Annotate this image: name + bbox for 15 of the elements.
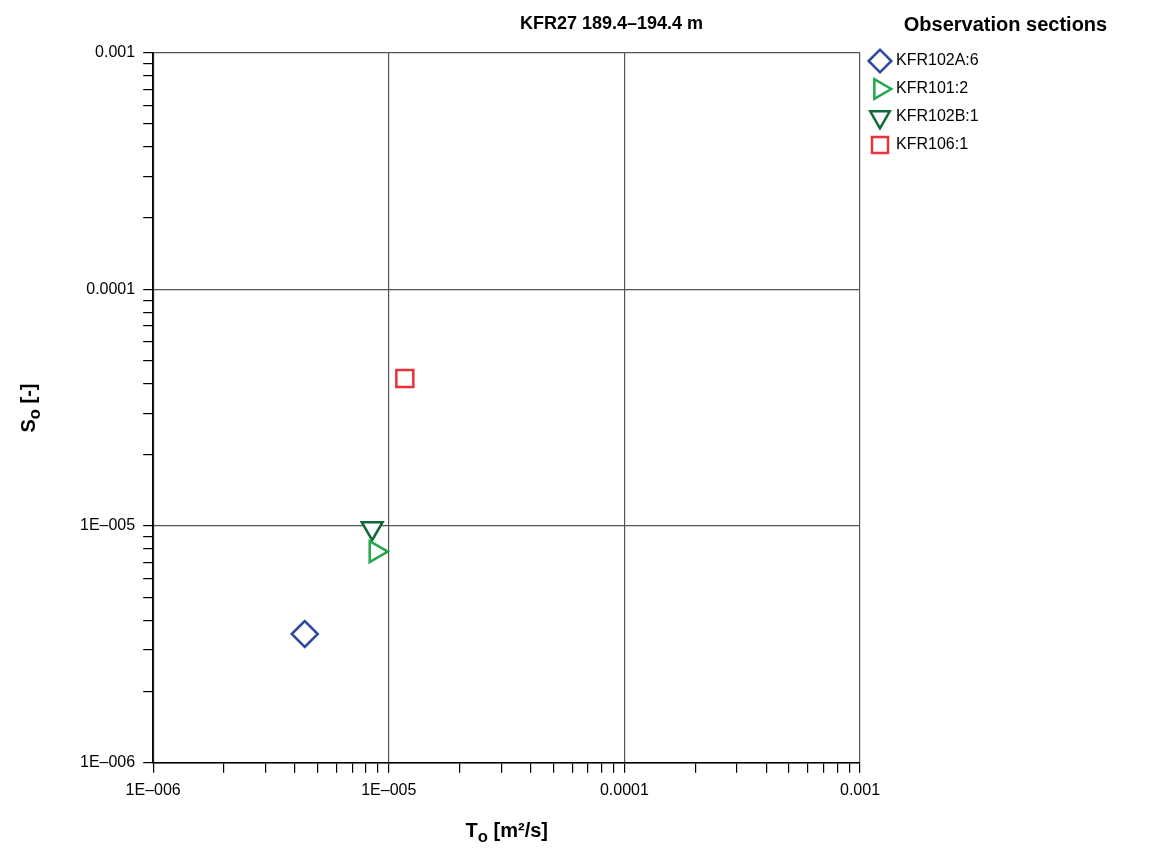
legend-label: KFR102B:1 [896, 107, 979, 125]
x-tick-label: 1E–005 [361, 780, 417, 798]
legend-label: KFR106:1 [896, 135, 969, 153]
y-tick-label: 0.001 [95, 43, 136, 61]
legend-label: KFR101:2 [896, 79, 969, 97]
legend-label: KFR102A:6 [896, 51, 979, 69]
legend-title: Observation sections [903, 12, 1108, 35]
x-tick-label: 1E–006 [125, 780, 181, 798]
y-tick-label: 1E–005 [79, 516, 136, 534]
y-tick-label: 0.0001 [86, 279, 136, 297]
chart-title: KFR27 189.4–194.4 m [519, 12, 704, 33]
y-tick-label: 1E–006 [79, 753, 136, 771]
x-tick-label: 0.0001 [599, 780, 649, 798]
x-tick-label: 0.001 [839, 780, 881, 798]
x-axis-title: T$_{o}$ [m²/s] [465, 818, 548, 847]
